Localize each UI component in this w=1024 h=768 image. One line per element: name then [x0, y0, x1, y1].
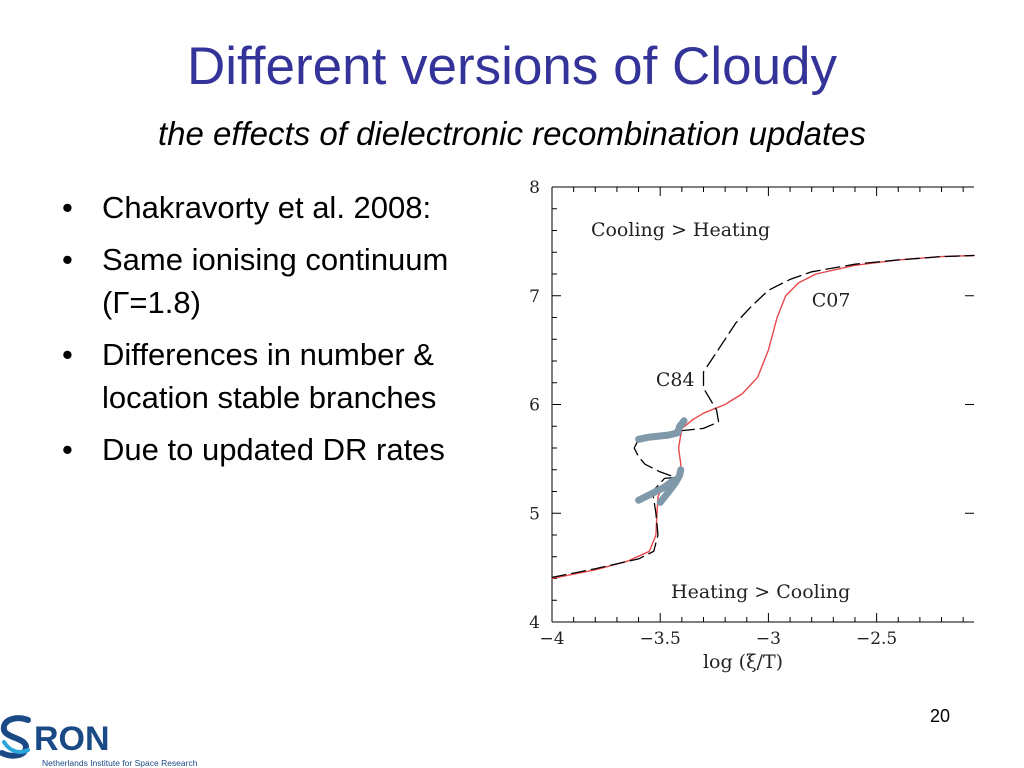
chart-annotation: Heating > Cooling: [671, 581, 850, 603]
bullet-glyph: •: [62, 190, 73, 225]
plot-area: −4 −3.5 −3 −2.5 4 5 6 7 8 log (ξ/T) Cooling > Heat…: [529, 178, 975, 673]
bullet-glyph: •: [62, 242, 73, 277]
stable-branch-segment: [635, 417, 688, 443]
x-tick-label: −4: [539, 629, 564, 649]
bullet-item: • Same ionising continuum (Γ=1.8): [52, 238, 502, 324]
stability-curve-chart: −4 −3.5 −3 −2.5 4 5 6 7 8 log (ξ/T) Cooling > Heat…: [529, 178, 975, 673]
bullet-list: • Chakravorty et al. 2008: • Same ionising…: [52, 186, 502, 480]
bullet-item: • Due to updated DR rates: [52, 428, 502, 471]
chart-annotation: C84: [656, 369, 695, 391]
y-tick-label: 7: [529, 287, 540, 307]
series-line-c84: [551, 254, 975, 579]
bullet-text: Due to updated DR rates: [102, 432, 445, 467]
x-tick-label: −3.5: [640, 629, 681, 649]
y-tick-label: 5: [529, 504, 540, 524]
logo-tagline: Netherlands Institute for Space Research: [42, 758, 198, 768]
y-tick-label: 6: [529, 396, 540, 416]
logo-mark-text: RON: [34, 720, 110, 758]
bullet-item: • Chakravorty et al. 2008:: [52, 186, 502, 229]
y-tick-label: 8: [529, 178, 540, 198]
bullet-text: Chakravorty et al. 2008:: [102, 190, 432, 225]
slide-subtitle: the effects of dielectronic recombinatio…: [157, 115, 867, 152]
bullet-glyph: •: [62, 432, 73, 467]
sron-s-accent-icon: [2, 740, 30, 754]
chart-annotation: C07: [812, 290, 851, 312]
bullet-item: • Differences in number & location stable…: [52, 333, 502, 419]
stable-branch-segment: [635, 477, 677, 504]
series-line-c07: [551, 254, 975, 580]
bullet-glyph: •: [62, 337, 73, 372]
slide-title: Different versions of Cloudy: [186, 37, 838, 96]
x-tick-label: −3: [756, 629, 781, 649]
x-tick-label: −2.5: [856, 629, 897, 649]
y-tick-label: 4: [529, 613, 540, 633]
sron-s-logo-icon: [0, 715, 31, 759]
sron-logo: RON Netherlands Institute for Space Rese…: [0, 715, 198, 768]
slide-number: 20: [930, 706, 951, 726]
x-axis-label: log (ξ/T): [703, 651, 783, 673]
bullet-text: Differences in number & location stable …: [102, 337, 437, 415]
chart-annotation: Cooling > Heating: [591, 219, 770, 241]
bullet-text: Same ionising continuum (Γ=1.8): [102, 242, 449, 320]
